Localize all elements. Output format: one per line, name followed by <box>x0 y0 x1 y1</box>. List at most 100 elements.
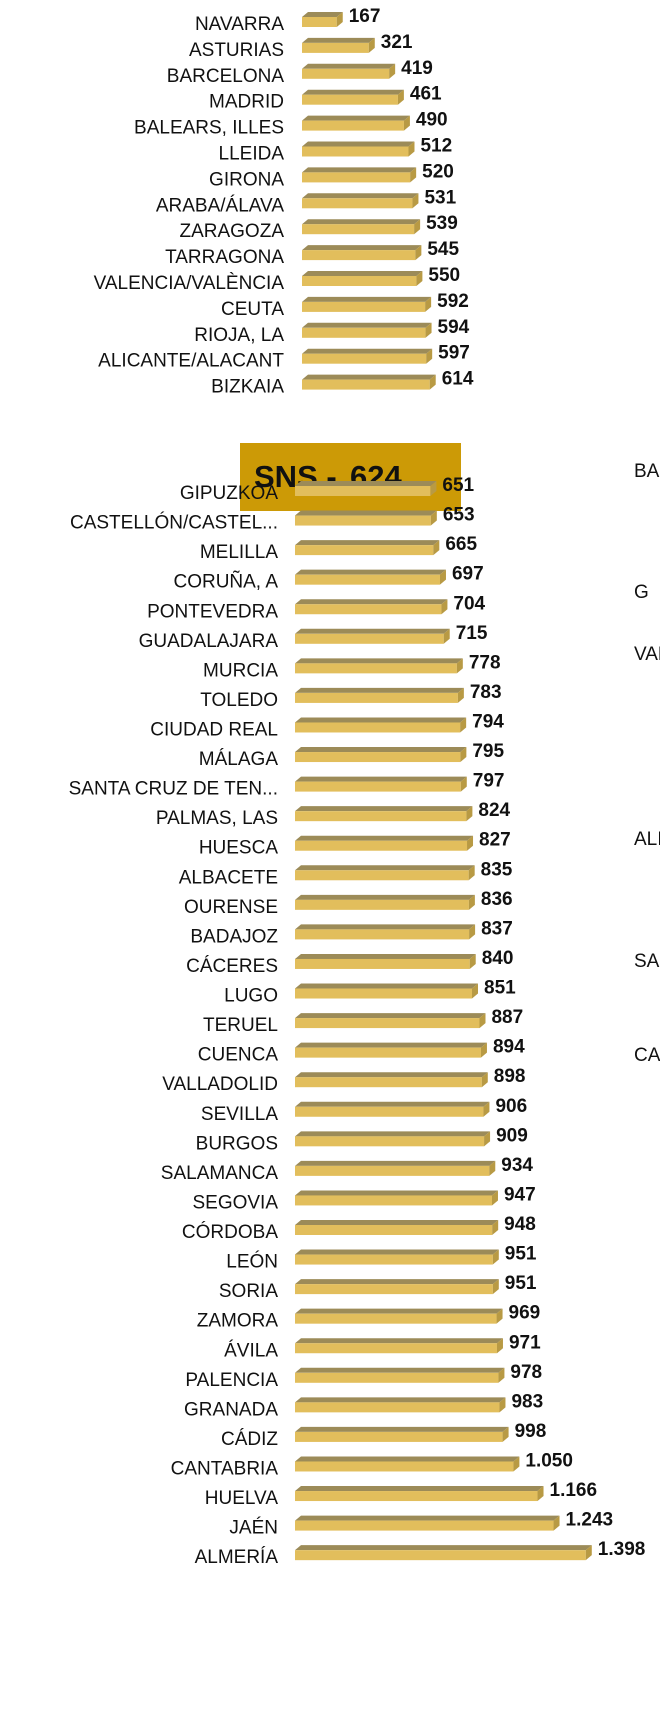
bar <box>295 953 476 969</box>
category-label: NAVARRA <box>195 14 284 35</box>
bar-front <box>295 781 461 792</box>
value-label: 978 <box>510 1362 542 1383</box>
bar-top <box>295 1072 488 1078</box>
value-label: 951 <box>505 1244 537 1265</box>
bar-side <box>513 1456 520 1472</box>
bar-top <box>295 1190 498 1196</box>
bar <box>302 37 375 53</box>
bar-side <box>429 374 436 390</box>
bar-top <box>295 1515 560 1521</box>
bar-side <box>460 776 467 792</box>
bar-front <box>295 1106 484 1117</box>
category-label: MÁLAGA <box>199 749 279 770</box>
value-label: 597 <box>438 343 470 364</box>
category-label: TARRAGONA <box>165 247 284 268</box>
bar-side <box>469 953 476 969</box>
bar-side <box>492 1279 499 1295</box>
bar-side <box>496 1308 503 1324</box>
bar-top <box>302 167 417 173</box>
bar-front <box>295 1520 554 1531</box>
bar-front <box>295 722 461 733</box>
category-label: CUENCA <box>198 1045 279 1066</box>
value-label: 934 <box>501 1155 533 1176</box>
bar-front <box>302 68 390 79</box>
value-label: 1.050 <box>525 1450 573 1471</box>
sns-box <box>240 443 461 511</box>
bar <box>295 1486 544 1502</box>
bar-front <box>302 198 413 209</box>
category-label: CIUDAD REAL <box>150 719 278 740</box>
value-label: 651 <box>442 475 474 496</box>
value-label: 837 <box>481 918 513 939</box>
bar-front <box>295 1165 490 1176</box>
value-label: 704 <box>453 593 485 614</box>
value-label: 614 <box>442 369 474 390</box>
category-label: CÁDIZ <box>221 1429 278 1450</box>
bar <box>295 1013 486 1029</box>
category-label: SANTA CRUZ DE TEN... <box>69 779 278 800</box>
bar-top <box>295 687 464 693</box>
bar-top <box>302 322 432 328</box>
background-label: SANTA C <box>634 951 660 972</box>
bar-side <box>460 717 467 733</box>
category-label: ZARAGOZA <box>179 221 284 242</box>
value-label: 461 <box>410 84 442 105</box>
value-label: 665 <box>445 534 477 555</box>
category-label: SEGOVIA <box>192 1192 278 1213</box>
bar-top <box>295 747 467 753</box>
bar <box>302 219 421 235</box>
bar-top <box>295 776 467 782</box>
bar-side <box>430 510 437 526</box>
bar-front <box>295 1431 503 1442</box>
bar-top <box>302 141 415 147</box>
value-label: 592 <box>437 291 469 312</box>
category-label: SEVILLA <box>201 1104 278 1125</box>
bar-front <box>302 250 416 261</box>
bar-side <box>368 37 375 53</box>
bar <box>295 540 440 556</box>
value-label: 797 <box>473 771 505 792</box>
bar-side <box>389 63 396 79</box>
bar-top <box>302 348 433 354</box>
bar <box>295 1072 488 1088</box>
bar-side <box>414 219 421 235</box>
bar <box>295 1279 499 1295</box>
bar-top <box>302 271 423 276</box>
bar <box>295 1515 560 1531</box>
bar <box>295 658 463 674</box>
bar-front <box>302 94 398 105</box>
bar-top <box>295 628 450 634</box>
bar-front <box>295 1195 492 1206</box>
category-label: TOLEDO <box>200 690 278 711</box>
bar-side <box>481 1072 488 1088</box>
category-label: HUESCA <box>199 838 279 859</box>
category-label: RIOJA, LA <box>194 325 284 346</box>
category-label: CEUTA <box>221 299 284 320</box>
bar-top <box>295 569 446 575</box>
bar <box>295 510 437 526</box>
bar-front <box>295 574 440 585</box>
category-label: ALBACETE <box>179 867 278 888</box>
value-label: 969 <box>509 1303 541 1324</box>
category-label: BARCELONA <box>167 66 285 87</box>
bar-side <box>412 193 419 209</box>
bar-front <box>295 899 469 910</box>
value-label: 795 <box>472 741 504 762</box>
bar-front <box>302 17 337 27</box>
bar-front <box>295 870 469 881</box>
category-label: OURENSE <box>184 897 278 918</box>
bar <box>295 569 446 585</box>
bar-side <box>585 1545 592 1561</box>
bar-side <box>403 115 410 131</box>
bar-side <box>433 540 440 556</box>
bar-top <box>295 1426 509 1432</box>
bar-side <box>410 167 417 183</box>
bar-front <box>302 42 369 53</box>
bar-top <box>302 374 436 380</box>
bar-side <box>498 1367 505 1383</box>
bar <box>302 245 422 261</box>
value-label: 836 <box>481 889 513 910</box>
bar-side <box>397 89 404 105</box>
bar <box>295 924 476 940</box>
